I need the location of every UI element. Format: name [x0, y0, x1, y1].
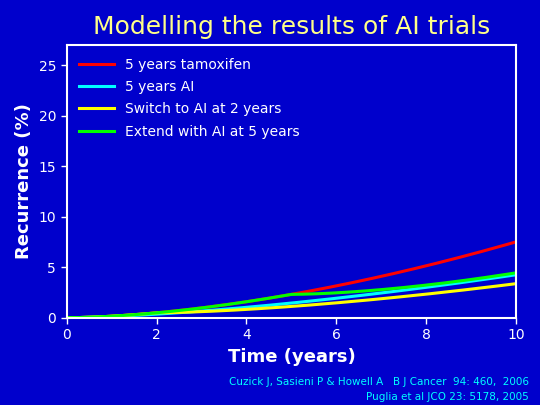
Text: Cuzick J, Sasieni P & Howell A   B J Cancer  94: 460,  2006: Cuzick J, Sasieni P & Howell A B J Cance… — [229, 377, 529, 387]
Line: 5 years AI: 5 years AI — [66, 275, 516, 318]
Line: Switch to AI at 2 years: Switch to AI at 2 years — [66, 284, 516, 318]
Switch to AI at 2 years — [331, 301, 338, 305]
Extend with AI at 5 years — [471, 277, 477, 281]
5 years AI — [329, 296, 336, 301]
5 years tamoxifen — [513, 239, 519, 244]
5 years AI — [331, 296, 338, 301]
5 years tamoxifen — [339, 282, 345, 287]
5 years AI — [65, 315, 71, 320]
5 years tamoxifen — [329, 284, 336, 289]
5 years tamoxifen — [331, 284, 338, 289]
Line: 5 years tamoxifen: 5 years tamoxifen — [66, 242, 516, 318]
Switch to AI at 2 years — [442, 290, 449, 294]
5 years AI — [63, 315, 70, 320]
5 years AI — [442, 282, 449, 287]
Switch to AI at 2 years — [65, 315, 71, 320]
Extend with AI at 5 years — [63, 315, 70, 320]
Extend with AI at 5 years — [329, 291, 336, 296]
Switch to AI at 2 years — [513, 281, 519, 286]
Text: Puglia et al JCO 23: 5178, 2005: Puglia et al JCO 23: 5178, 2005 — [367, 392, 529, 402]
5 years AI — [471, 278, 477, 283]
Switch to AI at 2 years — [471, 286, 477, 291]
5 years tamoxifen — [471, 251, 477, 256]
X-axis label: Time (years): Time (years) — [227, 348, 355, 366]
Title: Modelling the results of AI trials: Modelling the results of AI trials — [93, 15, 490, 39]
Line: Extend with AI at 5 years: Extend with AI at 5 years — [66, 273, 516, 318]
5 years AI — [513, 272, 519, 277]
Extend with AI at 5 years — [513, 271, 519, 275]
Switch to AI at 2 years — [339, 300, 345, 305]
Extend with AI at 5 years — [65, 315, 71, 320]
Y-axis label: Recurrence (%): Recurrence (%) — [15, 104, 33, 259]
Extend with AI at 5 years — [331, 290, 338, 295]
5 years tamoxifen — [65, 315, 71, 320]
Switch to AI at 2 years — [329, 301, 336, 306]
5 years tamoxifen — [63, 315, 70, 320]
5 years tamoxifen — [442, 258, 449, 263]
Legend: 5 years tamoxifen, 5 years AI, Switch to AI at 2 years, Extend with AI at 5 year: 5 years tamoxifen, 5 years AI, Switch to… — [73, 52, 305, 144]
5 years AI — [339, 295, 345, 300]
Switch to AI at 2 years — [63, 315, 70, 320]
Extend with AI at 5 years — [339, 290, 345, 295]
Extend with AI at 5 years — [442, 280, 449, 285]
